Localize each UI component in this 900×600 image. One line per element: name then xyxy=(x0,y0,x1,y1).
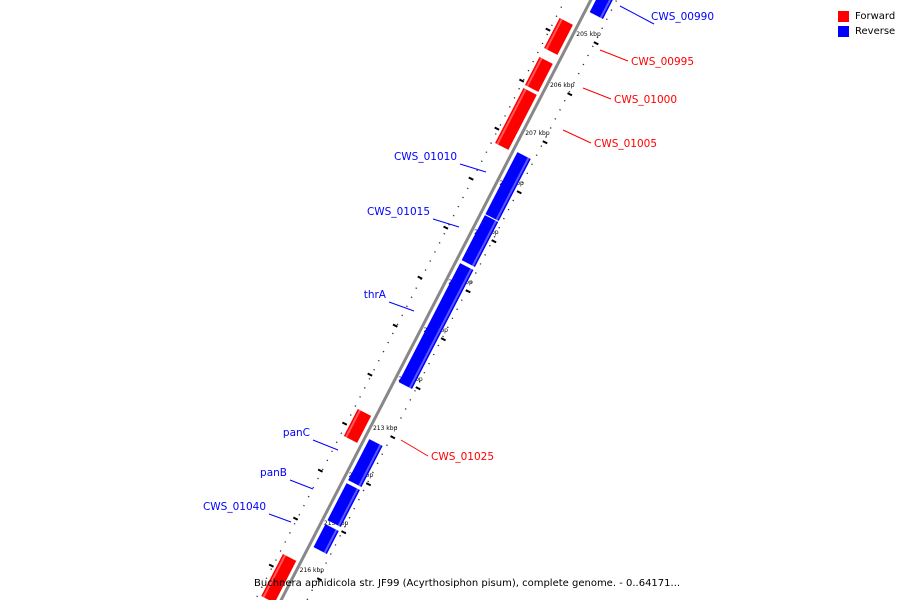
axis-tick-mark xyxy=(516,190,522,195)
gene-feature[interactable] xyxy=(327,483,360,527)
gene-features xyxy=(261,0,613,600)
gene-labels: CWS_00990 CWS_00995 CWS_01000 CWS_01005 CWS_… xyxy=(203,5,714,523)
gene-label[interactable]: CWS_01040 xyxy=(203,501,266,513)
axis-tick-label: 216 kbp xyxy=(300,567,325,574)
gene-label[interactable]: CWS_01005 xyxy=(594,138,657,150)
axis-tick-mark xyxy=(491,239,497,244)
gene-feature-highlight xyxy=(337,488,359,527)
axis-tick-mark xyxy=(415,386,421,391)
axis-tick-label: 213 kbp xyxy=(373,425,398,432)
axis-tick-mark xyxy=(465,289,471,294)
gene-feature[interactable] xyxy=(313,524,339,554)
gene-label-leader xyxy=(432,218,460,228)
dotted-track xyxy=(306,0,618,600)
legend-reverse: Reverse xyxy=(838,24,895,39)
axis-tick-mark xyxy=(317,468,324,473)
gene-feature[interactable] xyxy=(485,152,531,221)
gene-label-leader xyxy=(459,163,487,173)
axis-tick-mark xyxy=(292,516,299,521)
axis-tick-mark xyxy=(440,337,446,342)
axis-tick-mark xyxy=(316,577,323,582)
gene-label-leader xyxy=(619,5,655,25)
gene-feature-highlight xyxy=(358,444,382,487)
axis-tick-mark xyxy=(545,27,551,32)
forward-swatch xyxy=(838,11,849,22)
axis-tick-mark xyxy=(392,323,398,328)
gene-feature[interactable] xyxy=(589,0,613,19)
gene-feature-highlight xyxy=(408,268,473,389)
axis-tick-label: 206 kbp xyxy=(550,82,575,89)
gene-label[interactable]: panC xyxy=(283,427,310,439)
dotted-track xyxy=(254,0,566,600)
gene-label[interactable]: panB xyxy=(260,467,287,479)
gene-feature[interactable] xyxy=(348,439,383,487)
axis-tick-mark xyxy=(268,563,274,568)
axis-tick-mark xyxy=(468,176,474,181)
axis-tick-mark xyxy=(443,225,449,230)
gene-feature-highlight xyxy=(496,88,527,145)
legend-forward: Forward xyxy=(838,9,895,24)
axis-tick-mark xyxy=(390,435,396,440)
gene-label-leader xyxy=(582,87,612,100)
gene-label[interactable]: CWS_01015 xyxy=(367,206,430,218)
dotted-track-lines xyxy=(254,0,618,600)
axis-tick-mark xyxy=(567,92,573,97)
gene-label-leader xyxy=(562,129,592,144)
gene-label-leader xyxy=(599,49,629,62)
gene-feature-highlight xyxy=(345,409,361,438)
gene-label[interactable]: CWS_00995 xyxy=(631,56,694,68)
legend-reverse-label: Reverse xyxy=(855,26,896,37)
axis-tick-mark xyxy=(341,530,347,535)
gene-feature[interactable] xyxy=(343,409,372,443)
gene-feature-highlight xyxy=(526,57,543,87)
gene-feature[interactable] xyxy=(261,554,297,600)
axis-tick-mark xyxy=(542,140,548,145)
gene-feature[interactable] xyxy=(461,215,499,267)
legend-forward-label: Forward xyxy=(855,11,896,22)
gene-feature[interactable] xyxy=(495,88,537,150)
gene-label-leader xyxy=(289,479,314,490)
axis-tick-label: 207 kbp xyxy=(525,130,550,137)
reverse-swatch xyxy=(838,26,849,37)
gene-label-leader xyxy=(312,439,339,451)
axis-tick-label: 205 kbp xyxy=(576,31,601,38)
gene-label-leader xyxy=(388,301,415,312)
gene-label-leader xyxy=(268,513,292,523)
gene-label[interactable]: CWS_01010 xyxy=(394,151,457,163)
axis-tick-mark xyxy=(593,41,599,46)
gene-feature-highlight xyxy=(471,220,497,267)
gene-label[interactable]: thrA xyxy=(364,289,387,301)
gene-feature-highlight xyxy=(599,0,612,19)
gene-label-leader xyxy=(400,439,429,457)
gene-label[interactable]: CWS_01025 xyxy=(431,451,494,463)
axis-tick-mark xyxy=(367,372,373,377)
gene-label[interactable]: CWS_00990 xyxy=(651,11,714,23)
genome-caption: Buchnera aphidicola str. JF99 (Acyrthosi… xyxy=(254,578,681,589)
gene-feature[interactable] xyxy=(544,18,573,55)
gene-feature-highlight xyxy=(545,18,563,50)
gene-feature[interactable] xyxy=(524,57,553,92)
genome-axis-line xyxy=(279,0,593,600)
axis-tick-mark xyxy=(341,421,348,426)
axis-tick-mark xyxy=(365,482,372,487)
axis-tick-mark xyxy=(417,275,423,280)
axis-tick-mark xyxy=(494,126,500,131)
gene-label[interactable]: CWS_01000 xyxy=(614,94,677,106)
legend: Forward Reverse xyxy=(838,9,895,39)
gene-feature[interactable] xyxy=(398,263,474,389)
gene-feature-highlight xyxy=(323,529,338,554)
gene-feature-highlight xyxy=(495,157,530,221)
axis-tick-mark xyxy=(518,78,525,83)
gene-feature-highlight xyxy=(262,554,287,598)
